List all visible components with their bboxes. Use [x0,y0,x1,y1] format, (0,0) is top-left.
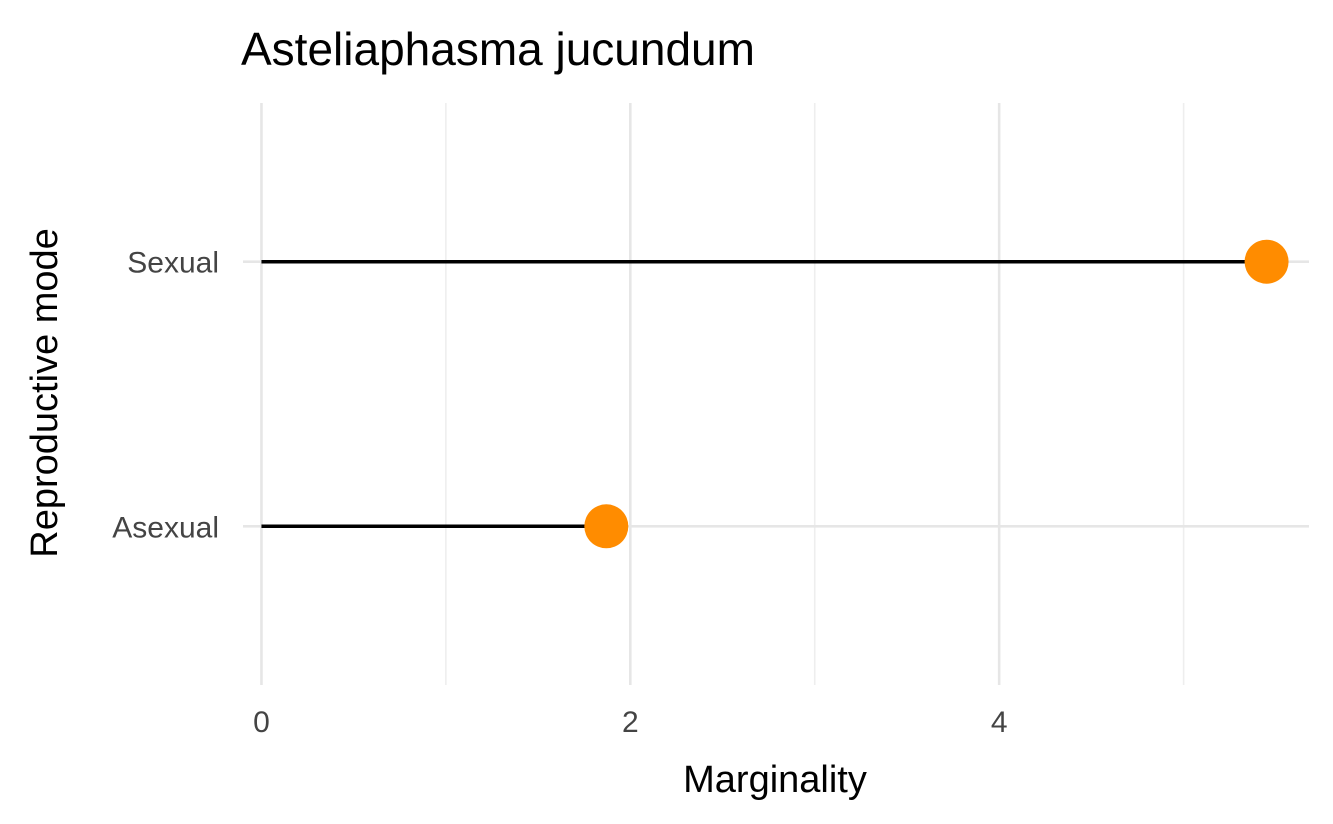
lollipop-point [1244,239,1289,284]
x-axis-title: Marginality [683,759,867,801]
lollipop-point [584,504,629,549]
grid-layer [243,103,1309,685]
y-axis-title: Reproductive mode [24,228,66,558]
y-tick-label: Sexual [127,247,219,280]
x-tick-label: 2 [622,706,639,739]
y-tick-label: Asexual [112,511,219,544]
x-tick-label: 0 [253,706,270,739]
x-tick-label: 4 [991,706,1008,739]
chart-title: Asteliaphasma jucundum [241,23,755,75]
x-axis-ticks: 0 2 4 [253,706,1007,739]
data-marks [261,239,1289,549]
y-axis-ticks: Asexual Sexual [112,247,219,545]
